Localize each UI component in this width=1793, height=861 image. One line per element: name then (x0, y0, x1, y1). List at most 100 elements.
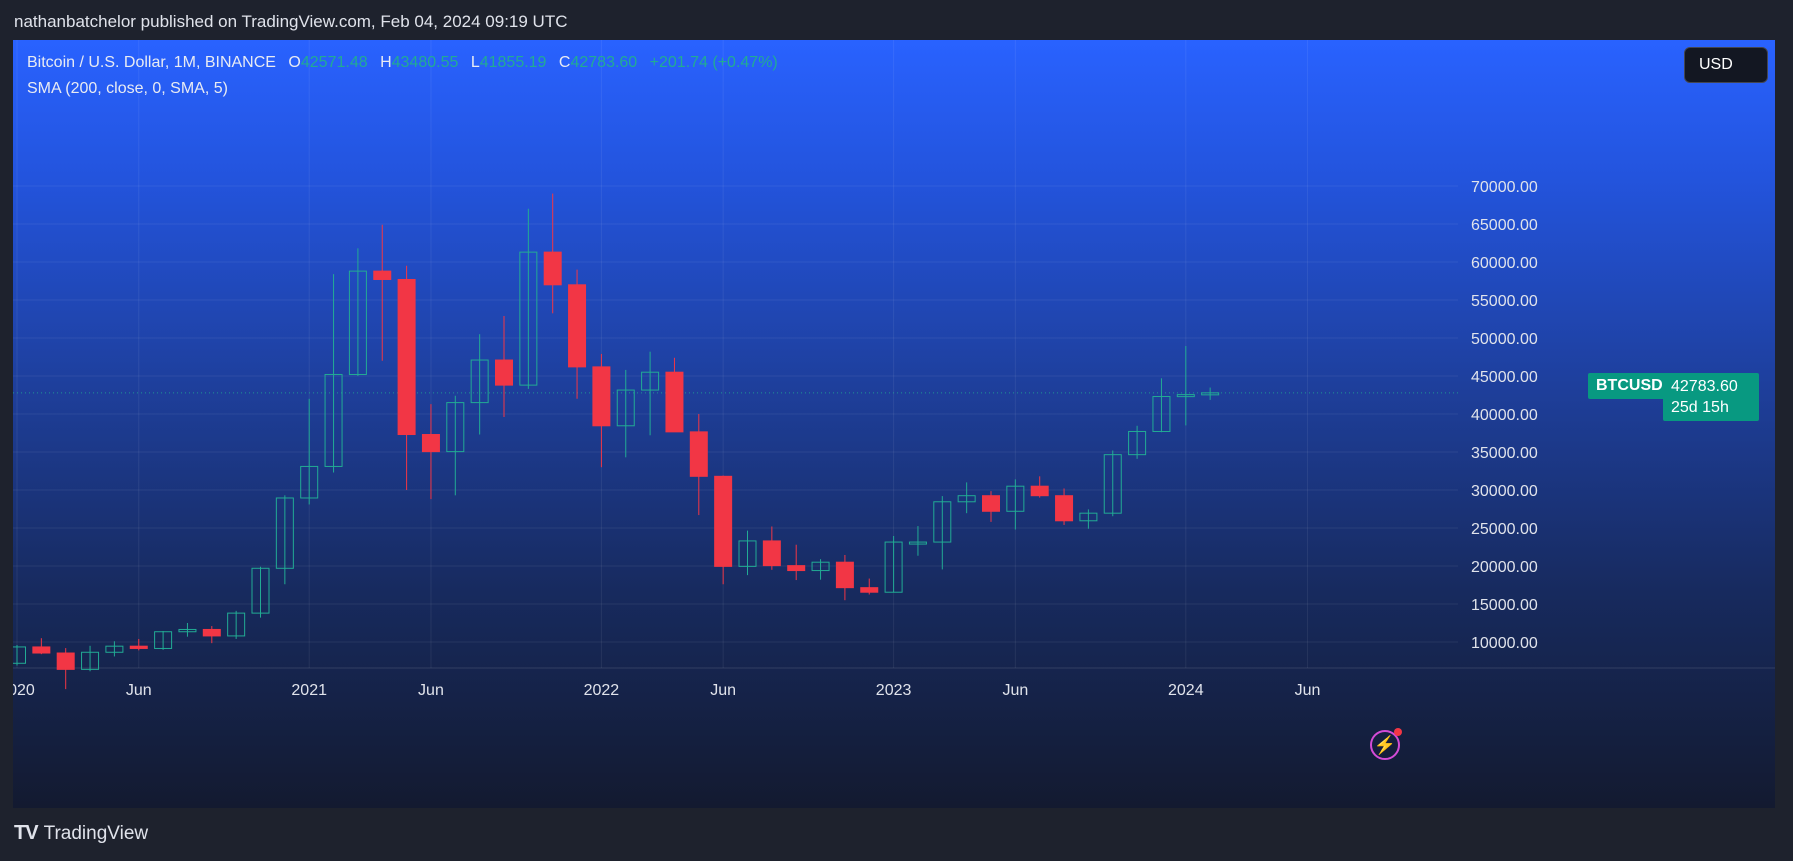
candle-body (1152, 396, 1171, 432)
candle-body (1103, 454, 1122, 514)
candle (1103, 450, 1122, 517)
candle (129, 638, 148, 651)
candle-body (300, 465, 319, 499)
price-tick-label: 20000.00 (1471, 559, 1538, 576)
candle-body (1128, 430, 1147, 456)
candle (1055, 488, 1074, 525)
candle-body (470, 359, 489, 404)
candle (519, 208, 538, 389)
candle (665, 357, 684, 433)
lightning-bolt-icon[interactable]: ⚡ (1370, 730, 1400, 760)
candle (860, 578, 879, 595)
candle (275, 495, 294, 585)
candle-body (884, 541, 903, 593)
price-axis: 10000.00 15000.00 20000.00 25000.00 30000.00… (1471, 179, 1538, 652)
candle (592, 353, 611, 468)
candle (738, 530, 757, 576)
candle (154, 630, 173, 650)
candle-body (519, 251, 538, 386)
price-tick-label: 30000.00 (1471, 483, 1538, 500)
candle-body (421, 434, 440, 453)
candle-body (373, 270, 392, 280)
time-axis: 2020 Jun 2021 Jun 2022 Jun 2023 Jun 2024 Jun (13, 682, 1320, 699)
candle-body (908, 541, 927, 545)
candle (835, 554, 854, 601)
candle (641, 351, 660, 436)
candle-body (227, 612, 246, 637)
candle-body (13, 646, 26, 664)
candle-body (811, 561, 830, 572)
time-tick-label: Jun (418, 682, 444, 699)
price-tick-label: 40000.00 (1471, 407, 1538, 424)
candle-body (1055, 495, 1074, 522)
tradingview-logo-icon: TV (14, 822, 39, 844)
candle-body (787, 565, 806, 572)
notification-dot (1394, 728, 1402, 736)
candle-body (178, 628, 197, 633)
time-tick-label: Jun (710, 682, 736, 699)
candle (13, 645, 26, 666)
candle-body (568, 284, 587, 368)
candle (1128, 425, 1147, 459)
symbol-legend[interactable]: Bitcoin / U.S. Dollar, 1M, BINANCE O4257… (27, 54, 778, 72)
candle-body (835, 561, 854, 589)
time-tick-label: Jun (1002, 682, 1028, 699)
time-tick-label: 2023 (876, 682, 912, 699)
currency-button[interactable]: USD (1684, 47, 1768, 83)
candle (178, 623, 197, 637)
candle-body (933, 501, 952, 543)
candle (495, 315, 513, 418)
candle-body (324, 373, 343, 467)
candle-body (762, 540, 781, 567)
candle-body (129, 645, 148, 649)
candle (908, 526, 927, 556)
candle-body (641, 371, 660, 391)
candle-body (202, 628, 221, 637)
candle-body (543, 251, 562, 286)
candle-body (348, 270, 367, 375)
time-tick-label: 2021 (291, 682, 327, 699)
candle-body (32, 646, 51, 654)
candle (933, 496, 952, 570)
candle (300, 398, 319, 505)
price-tick-label: 10000.00 (1471, 635, 1538, 652)
price-tick-label: 65000.00 (1471, 217, 1538, 234)
candle (616, 369, 635, 458)
candle-body (275, 497, 294, 569)
price-tick-label: 60000.00 (1471, 255, 1538, 272)
bar-countdown: 25d 15h (1671, 399, 1729, 416)
candle (251, 566, 270, 618)
price-tick-label: 70000.00 (1471, 179, 1538, 196)
price-chart[interactable]: 10000.00 15000.00 20000.00 25000.00 30000.00… (13, 40, 1775, 808)
candle (957, 482, 976, 514)
candle (1079, 509, 1098, 529)
candle-body (957, 495, 976, 503)
open-value: 42571.48 (300, 54, 368, 71)
last-price: 42783.60 (1671, 378, 1738, 395)
candle (1201, 387, 1220, 400)
candle-body (665, 371, 684, 433)
candle-body (81, 651, 100, 670)
candle (227, 610, 246, 639)
symbol-title: Bitcoin / U.S. Dollar, 1M, BINANCE (27, 54, 276, 71)
candle-body (738, 540, 757, 567)
candle-body (592, 366, 611, 427)
candle-body (616, 389, 635, 427)
change-value: +201.74 (+0.47%) (649, 54, 778, 71)
footer[interactable]: TV TradingView (14, 822, 148, 845)
candle-body (251, 567, 270, 614)
candle (811, 559, 830, 580)
candle-body (982, 495, 1000, 512)
last-price-tag: 42783.60 25d 15h (1663, 373, 1759, 421)
chart-area[interactable]: 10000.00 15000.00 20000.00 25000.00 30000.00… (13, 40, 1775, 808)
candle-body (1006, 485, 1025, 512)
time-tick-label: Jun (126, 682, 152, 699)
candle (32, 638, 51, 655)
candle (884, 535, 903, 593)
candle (202, 626, 221, 644)
indicator-legend[interactable]: SMA (200, close, 0, SMA, 5) (27, 80, 228, 97)
candle-body (154, 631, 173, 649)
candle (1176, 345, 1195, 426)
candle (324, 274, 343, 473)
publisher-caption: nathanbatchelor published on TradingView… (14, 12, 568, 31)
